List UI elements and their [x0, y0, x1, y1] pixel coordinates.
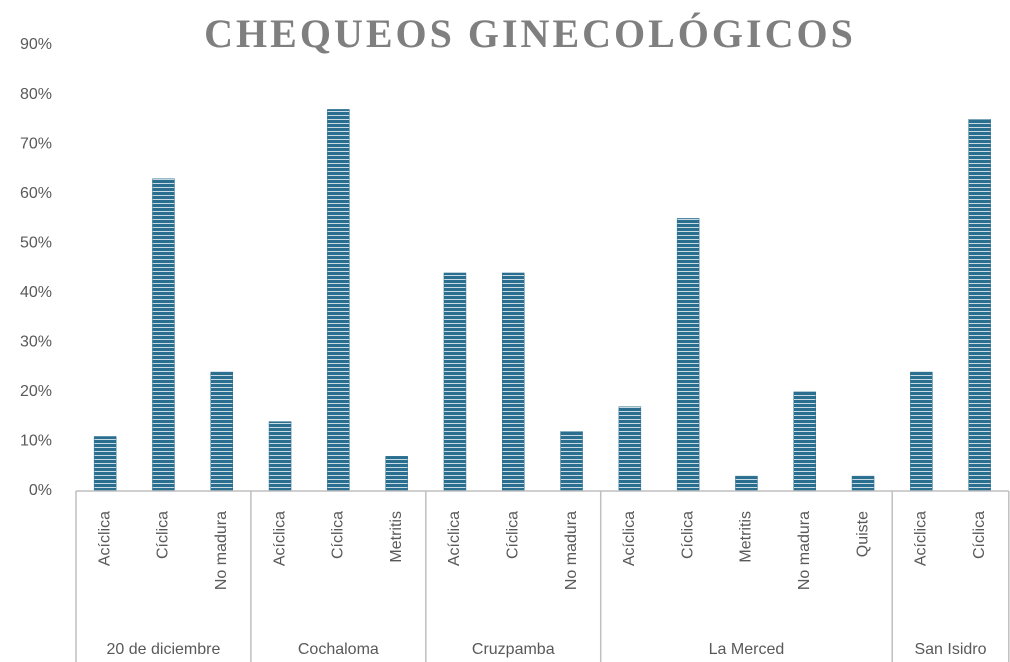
group-label: Cruzpamba [472, 641, 555, 658]
bar [152, 178, 175, 492]
y-tick-label: 10% [20, 433, 52, 450]
x-tick-label: Cíclica [155, 511, 172, 559]
bar [93, 436, 117, 492]
y-tick-label: 20% [20, 383, 52, 400]
group-label: San Isidro [914, 641, 986, 658]
bar [968, 119, 991, 492]
y-tick-label: 70% [20, 135, 52, 152]
bar [560, 431, 583, 492]
x-tick-label: No madura [796, 511, 813, 590]
x-tick-label: Cíclica [971, 511, 988, 559]
bar [851, 475, 875, 492]
y-tick-label: 80% [20, 86, 52, 103]
x-tick-label: No madura [213, 511, 230, 590]
bar [268, 421, 292, 492]
x-tick-label: Quiste [854, 511, 871, 557]
y-tick-label: 90% [20, 36, 52, 53]
bar [735, 475, 758, 492]
x-tick-label: Acíclica [446, 511, 463, 566]
x-tick-label: Metritis [388, 511, 405, 563]
bar [793, 391, 816, 492]
y-tick-label: 30% [20, 334, 52, 351]
bar [502, 272, 525, 492]
bar [618, 406, 642, 492]
x-tick-label: Cíclica [504, 511, 521, 559]
x-tick-label: Acíclica [96, 511, 113, 566]
bar [385, 456, 408, 492]
x-tick-label: Cíclica [679, 511, 696, 559]
y-tick-label: 50% [20, 234, 52, 251]
bar [910, 371, 933, 492]
x-tick-label: Acíclica [271, 511, 288, 566]
x-tick-label: No madura [563, 511, 580, 590]
x-tick-label: Metritis [738, 511, 755, 563]
y-tick-label: 40% [20, 284, 52, 301]
y-tick-label: 60% [20, 185, 52, 202]
bar [327, 109, 350, 492]
x-tick-label: Acíclica [913, 511, 930, 566]
group-label: La Merced [709, 641, 785, 658]
group-label: Cochaloma [298, 641, 379, 658]
bar [443, 272, 467, 492]
group-label: 20 de diciembre [107, 641, 221, 658]
x-tick-label: Acíclica [621, 511, 638, 566]
bar [676, 218, 700, 492]
x-tick-label: Cíclica [330, 511, 347, 559]
chart-title: CHEQUEOS GINECOLÓGICOS [204, 11, 856, 56]
y-tick-label: 0% [29, 482, 52, 499]
bar [210, 371, 233, 492]
